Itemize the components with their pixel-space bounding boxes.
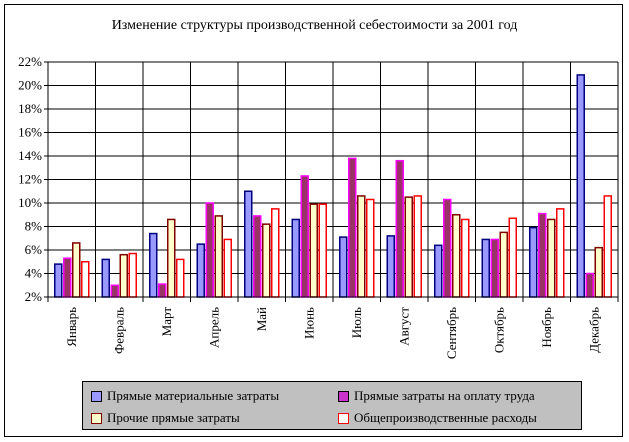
bar-3 xyxy=(214,215,223,298)
bar-2 xyxy=(538,212,547,298)
bar-1 xyxy=(434,244,443,298)
bar-3 xyxy=(72,242,81,298)
y-tick-label: 12% xyxy=(18,172,42,187)
x-tick-label: Декабрь xyxy=(586,307,601,353)
legend-swatch-overhead xyxy=(338,412,349,424)
bar-1 xyxy=(291,218,300,298)
x-tick-label: Май xyxy=(254,307,269,331)
y-tick-label: 18% xyxy=(18,101,42,116)
legend-swatch-labor xyxy=(338,390,349,402)
bar-2 xyxy=(253,215,262,298)
bar-1 xyxy=(481,238,490,298)
bar-1 xyxy=(244,190,253,298)
bar-3 xyxy=(357,195,366,298)
bar-1 xyxy=(101,258,110,298)
x-tick-label: Июнь xyxy=(301,307,316,339)
bar-2 xyxy=(110,284,119,298)
bar-3 xyxy=(309,203,318,298)
bar-2 xyxy=(395,159,404,298)
bar-1 xyxy=(196,243,205,298)
bar-4 xyxy=(603,195,612,298)
bar-2 xyxy=(205,202,214,298)
bar-3 xyxy=(499,231,508,298)
y-tick-label: 6% xyxy=(25,242,43,257)
bar-3 xyxy=(404,196,413,298)
bar-4 xyxy=(508,217,517,298)
bar-4 xyxy=(366,198,375,298)
legend-label-material: Прямые материальные затраты xyxy=(107,388,280,403)
x-tick-label: Август xyxy=(396,307,411,346)
x-tick-label: Апрель xyxy=(206,307,221,348)
x-tick-label: Октябрь xyxy=(491,307,506,353)
legend-label-other-direct: Прочие прямые затраты xyxy=(107,410,240,425)
legend-item-overhead: Общепроизводственные расходы xyxy=(338,410,537,426)
bar-2 xyxy=(443,198,452,298)
legend-item-labor: Прямые затраты на оплату труда xyxy=(338,388,535,404)
bar-3 xyxy=(262,223,271,298)
bar-4 xyxy=(223,238,232,298)
bar-2 xyxy=(158,283,167,298)
bar-3 xyxy=(167,218,176,298)
bar-1 xyxy=(54,263,63,298)
bar-2 xyxy=(585,272,594,298)
x-tick-label: Январь xyxy=(64,307,79,347)
legend-label-overhead: Общепроизводственные расходы xyxy=(354,410,537,425)
legend: Прямые материальные затраты Прямые затра… xyxy=(82,381,582,430)
legend-swatch-other-direct xyxy=(91,412,102,424)
bar-4 xyxy=(176,258,185,298)
x-tick-label: Март xyxy=(159,307,174,337)
y-tick-label: 8% xyxy=(25,219,43,234)
y-tick-label: 22% xyxy=(18,54,42,69)
bar-2 xyxy=(63,257,72,298)
bar-1 xyxy=(576,74,585,298)
y-tick-label: 4% xyxy=(25,266,43,281)
bar-3 xyxy=(594,246,603,298)
bar-4 xyxy=(81,261,90,298)
bar-1 xyxy=(149,232,158,298)
x-tick-label: Сентябрь xyxy=(444,307,459,359)
bar-3 xyxy=(452,214,461,298)
bar-3 xyxy=(547,218,556,298)
bar-2 xyxy=(348,157,357,298)
y-tick-label: 10% xyxy=(18,195,42,210)
legend-swatch-material xyxy=(91,390,102,402)
chart-title: Изменение структуры производственной себ… xyxy=(111,18,518,33)
bar-4 xyxy=(271,208,280,298)
x-tick-label: Ноябрь xyxy=(539,307,554,348)
legend-label-labor: Прямые затраты на оплату труда xyxy=(354,388,535,403)
bar-1 xyxy=(386,235,395,298)
bar-1 xyxy=(339,236,348,298)
y-tick-label: 14% xyxy=(18,148,42,163)
bar-1 xyxy=(529,226,538,298)
bar-4 xyxy=(461,218,470,298)
y-tick-label: 16% xyxy=(18,125,42,140)
bar-4 xyxy=(413,195,422,298)
bar-3 xyxy=(119,253,128,298)
bar-2 xyxy=(300,175,309,298)
x-tick-label: Июль xyxy=(349,307,364,338)
bar-2 xyxy=(490,238,499,298)
legend-item-material: Прямые материальные затраты xyxy=(91,388,279,404)
bar-4 xyxy=(318,203,327,298)
bar-4 xyxy=(128,252,137,298)
legend-item-other-direct: Прочие прямые затраты xyxy=(91,410,240,426)
y-tick-label: 2% xyxy=(25,289,43,304)
bar-4 xyxy=(556,208,565,298)
y-tick-label: 20% xyxy=(18,78,42,93)
x-tick-label: Февраль xyxy=(111,307,126,354)
